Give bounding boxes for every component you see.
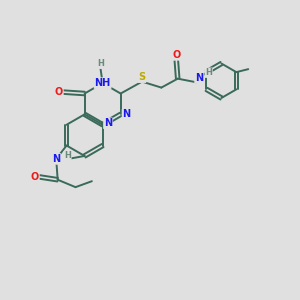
Text: N: N [52, 154, 60, 164]
Text: O: O [172, 50, 180, 60]
Text: N: N [104, 118, 112, 128]
Text: NH: NH [94, 78, 111, 88]
Text: O: O [31, 172, 39, 182]
Text: N: N [195, 73, 203, 83]
Text: N: N [122, 109, 131, 119]
Text: H: H [97, 59, 104, 68]
Text: O: O [55, 87, 63, 97]
Text: H: H [64, 152, 71, 160]
Text: S: S [139, 72, 145, 82]
Text: H: H [205, 68, 212, 77]
